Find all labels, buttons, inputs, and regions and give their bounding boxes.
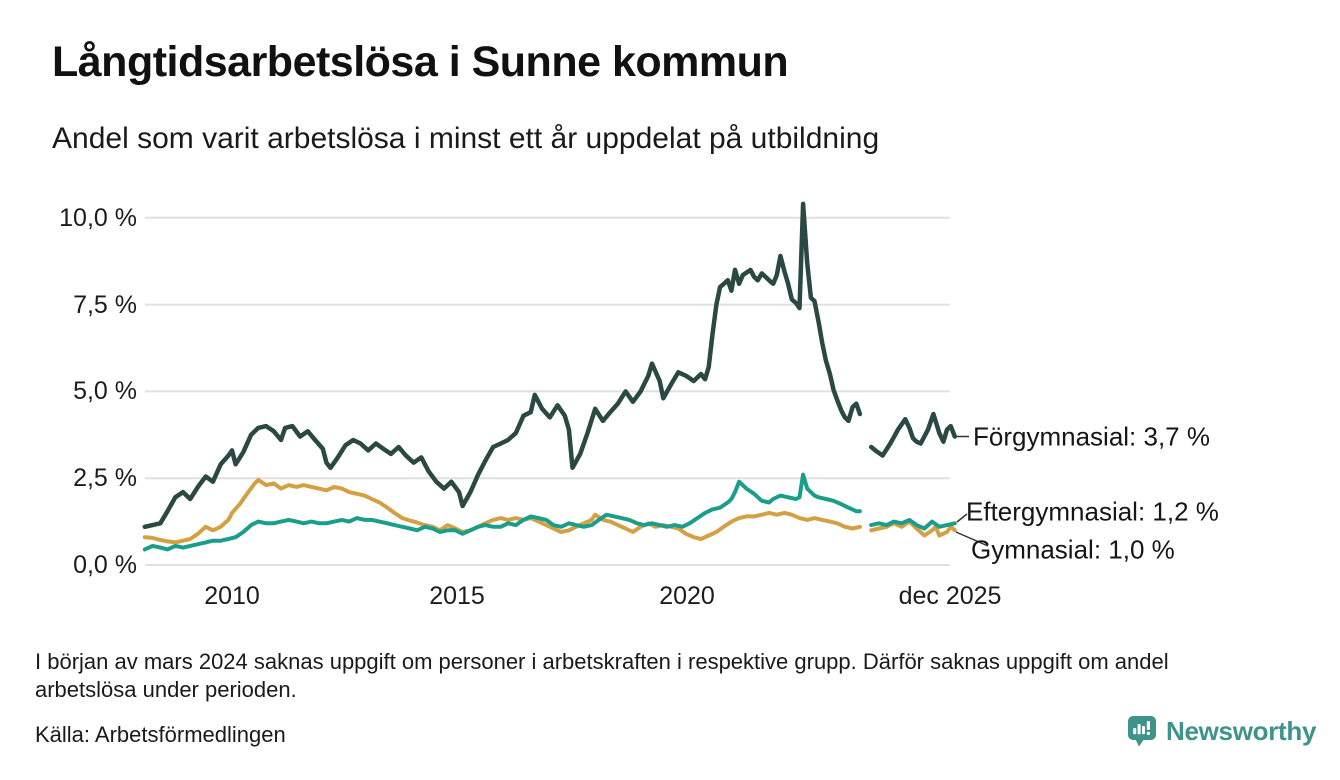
label-connector bbox=[955, 531, 989, 547]
label-connector bbox=[956, 513, 968, 523]
series-label-forgymnasial: Förgymnasial: 3,7 % bbox=[973, 421, 1210, 452]
y-tick-5: 5,0 % bbox=[73, 377, 137, 406]
series-line-eftergymnasial bbox=[142, 472, 862, 552]
page-title: Långtidsarbetslösa i Sunne kommun bbox=[52, 38, 789, 86]
newsworthy-logo-text: Newsworthy bbox=[1166, 715, 1317, 746]
footnote: I början av mars 2024 saknas uppgift om … bbox=[35, 649, 1169, 702]
x-tick-2015: 2015 bbox=[429, 582, 485, 610]
chart-subtitle: Andel som varit arbetslösa i minst ett å… bbox=[52, 122, 880, 155]
series-label-gymnasial: Gymnasial: 1,0 % bbox=[971, 534, 1175, 565]
y-tick-10: 10,0 % bbox=[59, 203, 137, 232]
y-tick-2-5: 2,5 % bbox=[73, 464, 137, 493]
source-credit: Källa: Arbetsförmedlingen bbox=[35, 722, 286, 747]
series-line-eftergymnasial bbox=[869, 517, 957, 531]
newsworthy-bubble-chart-icon bbox=[1126, 714, 1158, 748]
series-line-förgymnasial bbox=[142, 201, 863, 530]
x-tick-2020: 2020 bbox=[659, 582, 715, 610]
series-line-gymnasial bbox=[142, 477, 862, 545]
x-tick-2010: 2010 bbox=[204, 582, 260, 610]
y-tick-7-5: 7,5 % bbox=[73, 290, 137, 319]
series-label-eftergymnasial: Eftergymnasial: 1,2 % bbox=[966, 496, 1219, 527]
newsworthy-logo: Newsworthy bbox=[1126, 714, 1316, 748]
series-line-förgymnasial bbox=[868, 411, 958, 458]
x-tick-dec-2025: dec 2025 bbox=[898, 582, 1002, 610]
y-tick-0: 0,0 % bbox=[73, 551, 137, 579]
